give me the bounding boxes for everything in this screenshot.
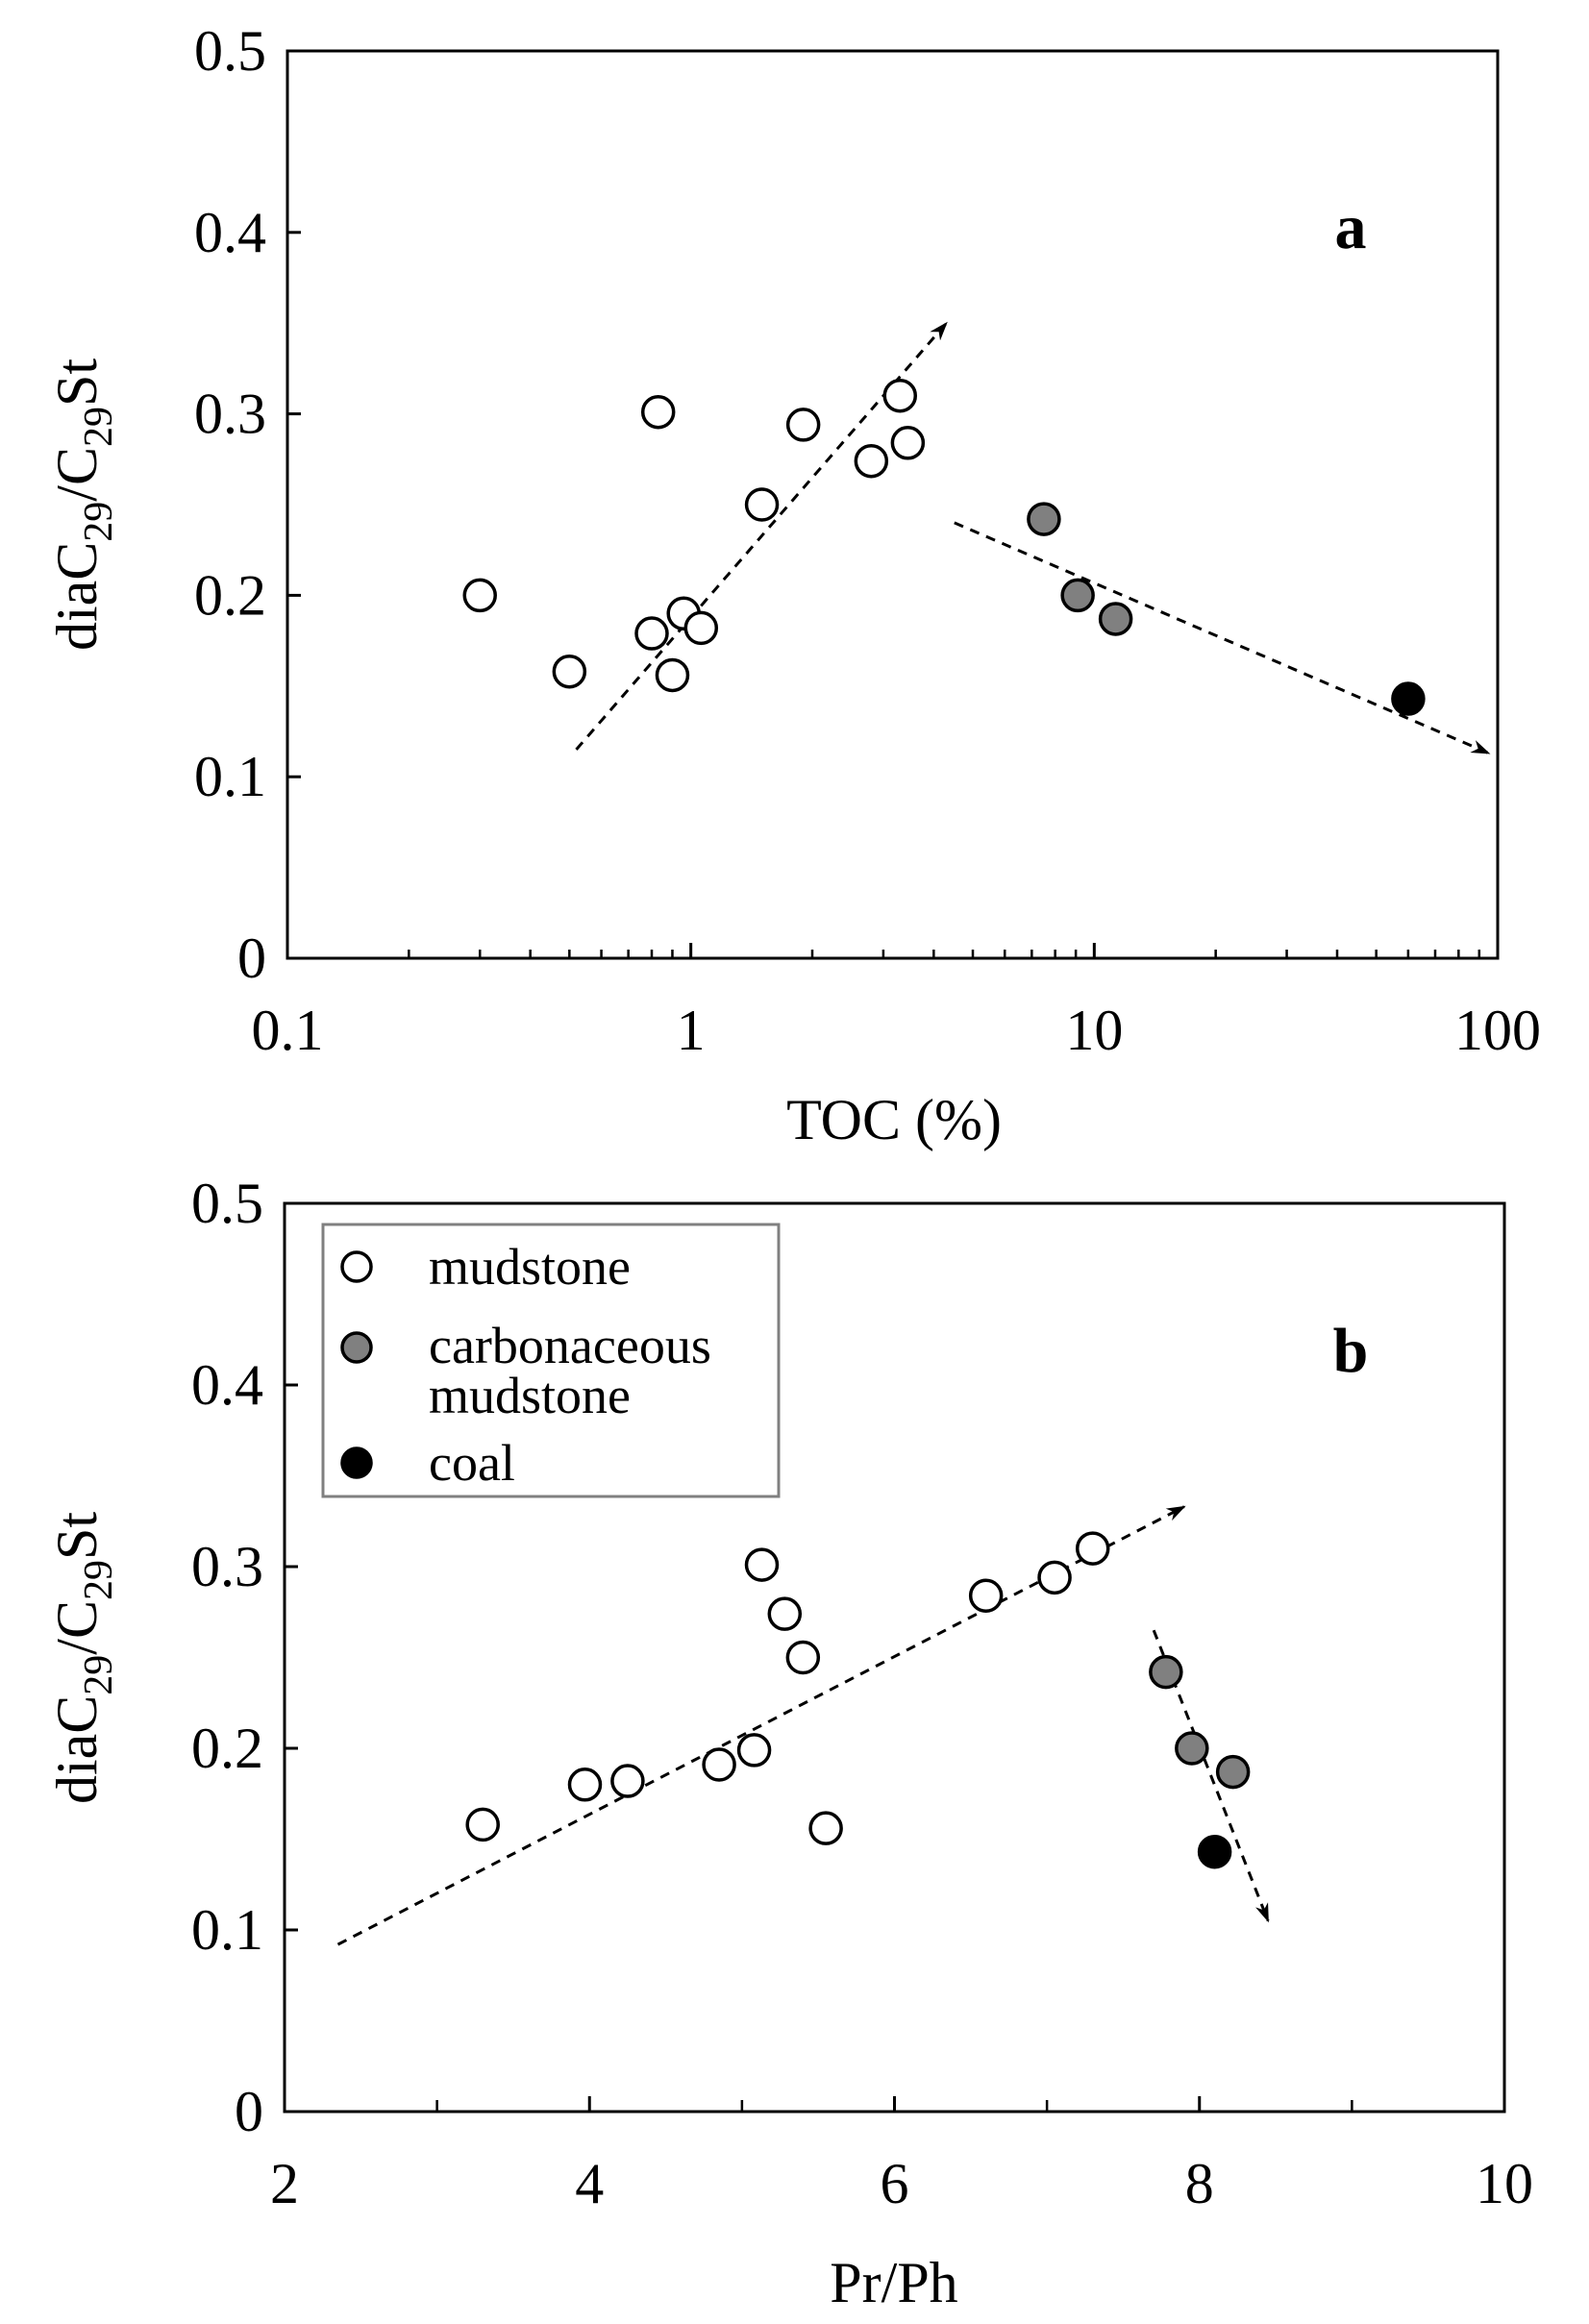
- plot-area-frame: [286, 49, 1500, 960]
- point-mudstone: [655, 657, 690, 693]
- y-tick-label: 0.4: [191, 1353, 263, 1417]
- data-points: [465, 1531, 1251, 1869]
- point-mudstone: [634, 616, 669, 651]
- x-tick-labels: 2 4 6 8 10: [270, 2152, 1533, 2215]
- data-points: [462, 378, 1426, 716]
- point-mudstone: [808, 1811, 843, 1845]
- point-mudstone: [785, 408, 821, 442]
- x-axis-label: TOC (%): [786, 1088, 1002, 1151]
- point-mudstone: [785, 1640, 821, 1675]
- y-tick-label: 0.3: [194, 383, 266, 446]
- x-tick-label: 6: [881, 2152, 909, 2215]
- y-tick-label: 0: [235, 2080, 263, 2143]
- point-mudstone: [1037, 1560, 1072, 1595]
- x-tick-label: 10: [1476, 2152, 1533, 2215]
- point-mudstone: [1075, 1531, 1110, 1566]
- y-tick-labels: 0 0.1 0.2 0.3 0.4 0.5: [194, 19, 266, 990]
- y-tick-label: 0.5: [194, 19, 266, 83]
- tick-marks: [286, 49, 1500, 960]
- legend-marker-mudstone: [340, 1250, 373, 1283]
- x-tick-label: 8: [1185, 2152, 1214, 2215]
- point-carbonaceous-mudstone: [1027, 502, 1061, 536]
- point-mudstone: [610, 1764, 645, 1798]
- panel-label: a: [1335, 192, 1367, 262]
- y-tick-label: 0.2: [194, 563, 266, 627]
- panel-a-chart: 0 0.1 0.2 0.3 0.4 0.5 0.1 1 10 100 a TOC (%) dia…: [45, 19, 1541, 1151]
- legend-label-coal: coal: [429, 1434, 515, 1492]
- x-tick-label: 10: [1065, 999, 1123, 1062]
- point-coal: [1197, 1834, 1232, 1869]
- point-mudstone: [854, 443, 889, 479]
- legend-label-carbonaceous: carbonaceous: [429, 1317, 711, 1374]
- y-tick-label: 0.3: [191, 1535, 263, 1598]
- y-axis-label: diaC29/C29St: [45, 1512, 121, 1804]
- legend-box: [321, 1223, 781, 1498]
- x-tick-label: 0.1: [252, 999, 324, 1062]
- point-mudstone: [683, 610, 719, 646]
- legend-label-carbonaceous-line2: mudstone: [429, 1367, 631, 1424]
- x-tick-label: 4: [575, 2152, 604, 2215]
- y-tick-label: 0.2: [191, 1717, 263, 1780]
- point-mudstone: [767, 1596, 803, 1631]
- point-mudstone: [702, 1747, 736, 1782]
- legend-marker-coal: [340, 1446, 373, 1479]
- x-tick-label: 2: [270, 2152, 299, 2215]
- panel-b-chart: 0 0.1 0.2 0.3 0.4 0.5 2 4 6 8 10 b Pr/Ph diaC29/C…: [45, 1172, 1533, 2314]
- x-axis-label: Pr/Ph: [830, 2251, 957, 2314]
- point-mudstone: [968, 1578, 1004, 1613]
- trend-arrows: [575, 321, 1491, 755]
- point-mudstone: [882, 378, 918, 413]
- point-carbonaceous-mudstone: [1215, 1754, 1251, 1790]
- point-carbonaceous-mudstone: [1098, 602, 1133, 636]
- x-tick-label: 100: [1454, 999, 1541, 1062]
- trend-arrow: [954, 521, 1491, 755]
- point-mudstone: [465, 1807, 500, 1842]
- point-carbonaceous-mudstone: [1060, 578, 1095, 613]
- y-tick-labels: 0 0.1 0.2 0.3 0.4 0.5: [191, 1172, 263, 2143]
- point-coal: [1391, 681, 1426, 716]
- legend: mudstone carbonaceous mudstone coal: [321, 1223, 781, 1498]
- x-tick-label: 1: [677, 999, 706, 1062]
- trend-arrow: [336, 1505, 1186, 1946]
- point-mudstone: [640, 394, 676, 430]
- y-axis-label: diaC29/C29St: [45, 358, 121, 651]
- y-tick-label: 0.5: [191, 1172, 263, 1235]
- trend-arrows: [336, 1505, 1270, 1946]
- x-tick-labels: 0.1 1 10 100: [252, 999, 1542, 1062]
- point-mudstone: [462, 578, 497, 613]
- point-carbonaceous-mudstone: [1175, 1731, 1209, 1766]
- tick-marks: [283, 1201, 1506, 2114]
- y-tick-label: 0.1: [191, 1898, 263, 1962]
- legend-label-mudstone: mudstone: [429, 1238, 631, 1296]
- point-mudstone: [736, 1733, 772, 1768]
- y-tick-label: 0: [237, 927, 266, 990]
- point-mudstone: [890, 426, 926, 460]
- legend-marker-carbonaceous-mudstone: [340, 1331, 373, 1364]
- point-carbonaceous-mudstone: [1149, 1654, 1183, 1690]
- y-tick-label: 0.1: [194, 745, 266, 808]
- y-tick-label: 0.4: [194, 201, 266, 264]
- panel-label: b: [1333, 1316, 1369, 1386]
- point-mudstone: [552, 654, 587, 689]
- point-mudstone: [744, 487, 780, 522]
- point-mudstone: [567, 1768, 603, 1802]
- point-mudstone: [744, 1547, 780, 1582]
